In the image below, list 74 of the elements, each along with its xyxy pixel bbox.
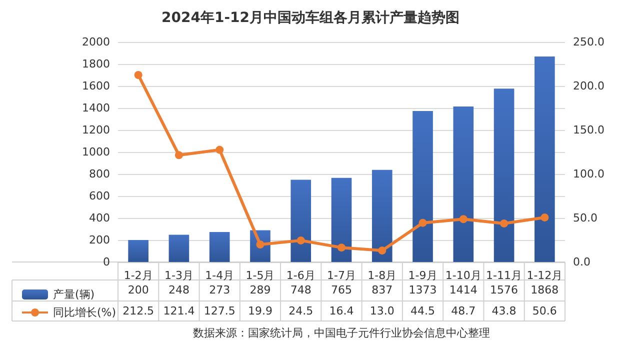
y-tick-label: 1600	[82, 80, 110, 92]
point	[134, 71, 142, 79]
bar	[290, 180, 312, 262]
legend-label: 产量(辆)	[53, 288, 95, 301]
y-tick-label: 1800	[82, 58, 110, 70]
point	[216, 146, 224, 154]
bar	[168, 234, 190, 262]
x-tick-label: 1-6月	[286, 269, 316, 282]
data-label: 121.4	[163, 304, 195, 318]
data-label: 212.5	[122, 304, 154, 318]
point	[338, 244, 346, 252]
legend-label: 同比增长(%)	[53, 306, 116, 319]
bar	[128, 240, 148, 262]
data-label: 837	[372, 284, 393, 296]
y-tick-label: 400	[89, 212, 110, 224]
x-tick-label: 1-9月	[408, 269, 438, 282]
bar	[534, 56, 555, 262]
y2-tick-label: 150.0	[573, 124, 604, 136]
y2-tick-label: 250.0	[573, 36, 604, 48]
y-tick-label: 600	[89, 190, 110, 202]
data-label: 16.4	[329, 304, 354, 318]
bar	[331, 178, 352, 262]
data-label: 273	[209, 284, 230, 296]
y2-tick-label: 100.0	[573, 168, 604, 180]
y-tick-label: 200	[89, 234, 110, 246]
bar	[209, 232, 230, 262]
data-label: 127.5	[204, 304, 236, 318]
data-label: 44.5	[410, 304, 436, 318]
data-label: 50.6	[532, 304, 557, 318]
x-tick-label: 1-5月	[246, 269, 275, 282]
source-note: 数据来源：国家统计局，中国电子元件行业协会信息中心整理	[193, 326, 490, 340]
data-label: 289	[250, 284, 271, 296]
data-label: 13.0	[370, 304, 394, 318]
data-label: 1576	[490, 284, 518, 296]
data-label: 1868	[530, 284, 559, 296]
x-tick-label: 1-3月	[164, 269, 194, 282]
point	[418, 218, 427, 227]
x-tick-label: 1-12月	[526, 269, 563, 282]
y-tick-label: 800	[89, 168, 110, 180]
data-label: 765	[331, 284, 352, 296]
x-tick-label: 1-11月	[486, 269, 522, 282]
data-label: 19.9	[248, 304, 272, 318]
y-tick-label: 1000	[82, 146, 110, 158]
y2-tick-label: 200.0	[573, 80, 604, 92]
data-label: 1373	[408, 284, 437, 296]
y-tick-label: 0	[103, 256, 110, 268]
y-tick-label: 1400	[82, 102, 110, 114]
point	[378, 246, 386, 255]
y2-tick-label: 0.0	[573, 256, 590, 268]
bar	[453, 106, 474, 262]
point	[459, 215, 468, 224]
x-tick-label: 1-2月	[124, 269, 153, 282]
x-tick-label: 1-7月	[327, 269, 356, 282]
y-tick-label: 1200	[82, 124, 110, 136]
data-label: 48.7	[451, 304, 476, 318]
x-tick-label: 1-8月	[368, 269, 397, 282]
chart-title: 2024年1-12月中国动车组各月累计产量趋势图	[162, 9, 460, 26]
data-label: 43.8	[492, 304, 516, 318]
y-tick-label: 2000	[82, 36, 110, 48]
bar	[412, 110, 433, 262]
bar	[494, 88, 514, 262]
bar	[372, 170, 392, 262]
y2-tick-label: 50.0	[573, 212, 598, 224]
point	[174, 151, 183, 160]
data-label: 748	[290, 284, 312, 296]
x-tick-label: 1-10月	[445, 269, 482, 282]
point	[500, 219, 508, 228]
point	[540, 213, 549, 222]
data-label: 200	[128, 284, 149, 296]
x-tick-label: 1-4月	[205, 269, 234, 282]
data-label: 24.5	[288, 304, 314, 318]
point	[296, 236, 305, 244]
data-label: 248	[168, 284, 190, 296]
data-label: 1414	[449, 284, 478, 296]
